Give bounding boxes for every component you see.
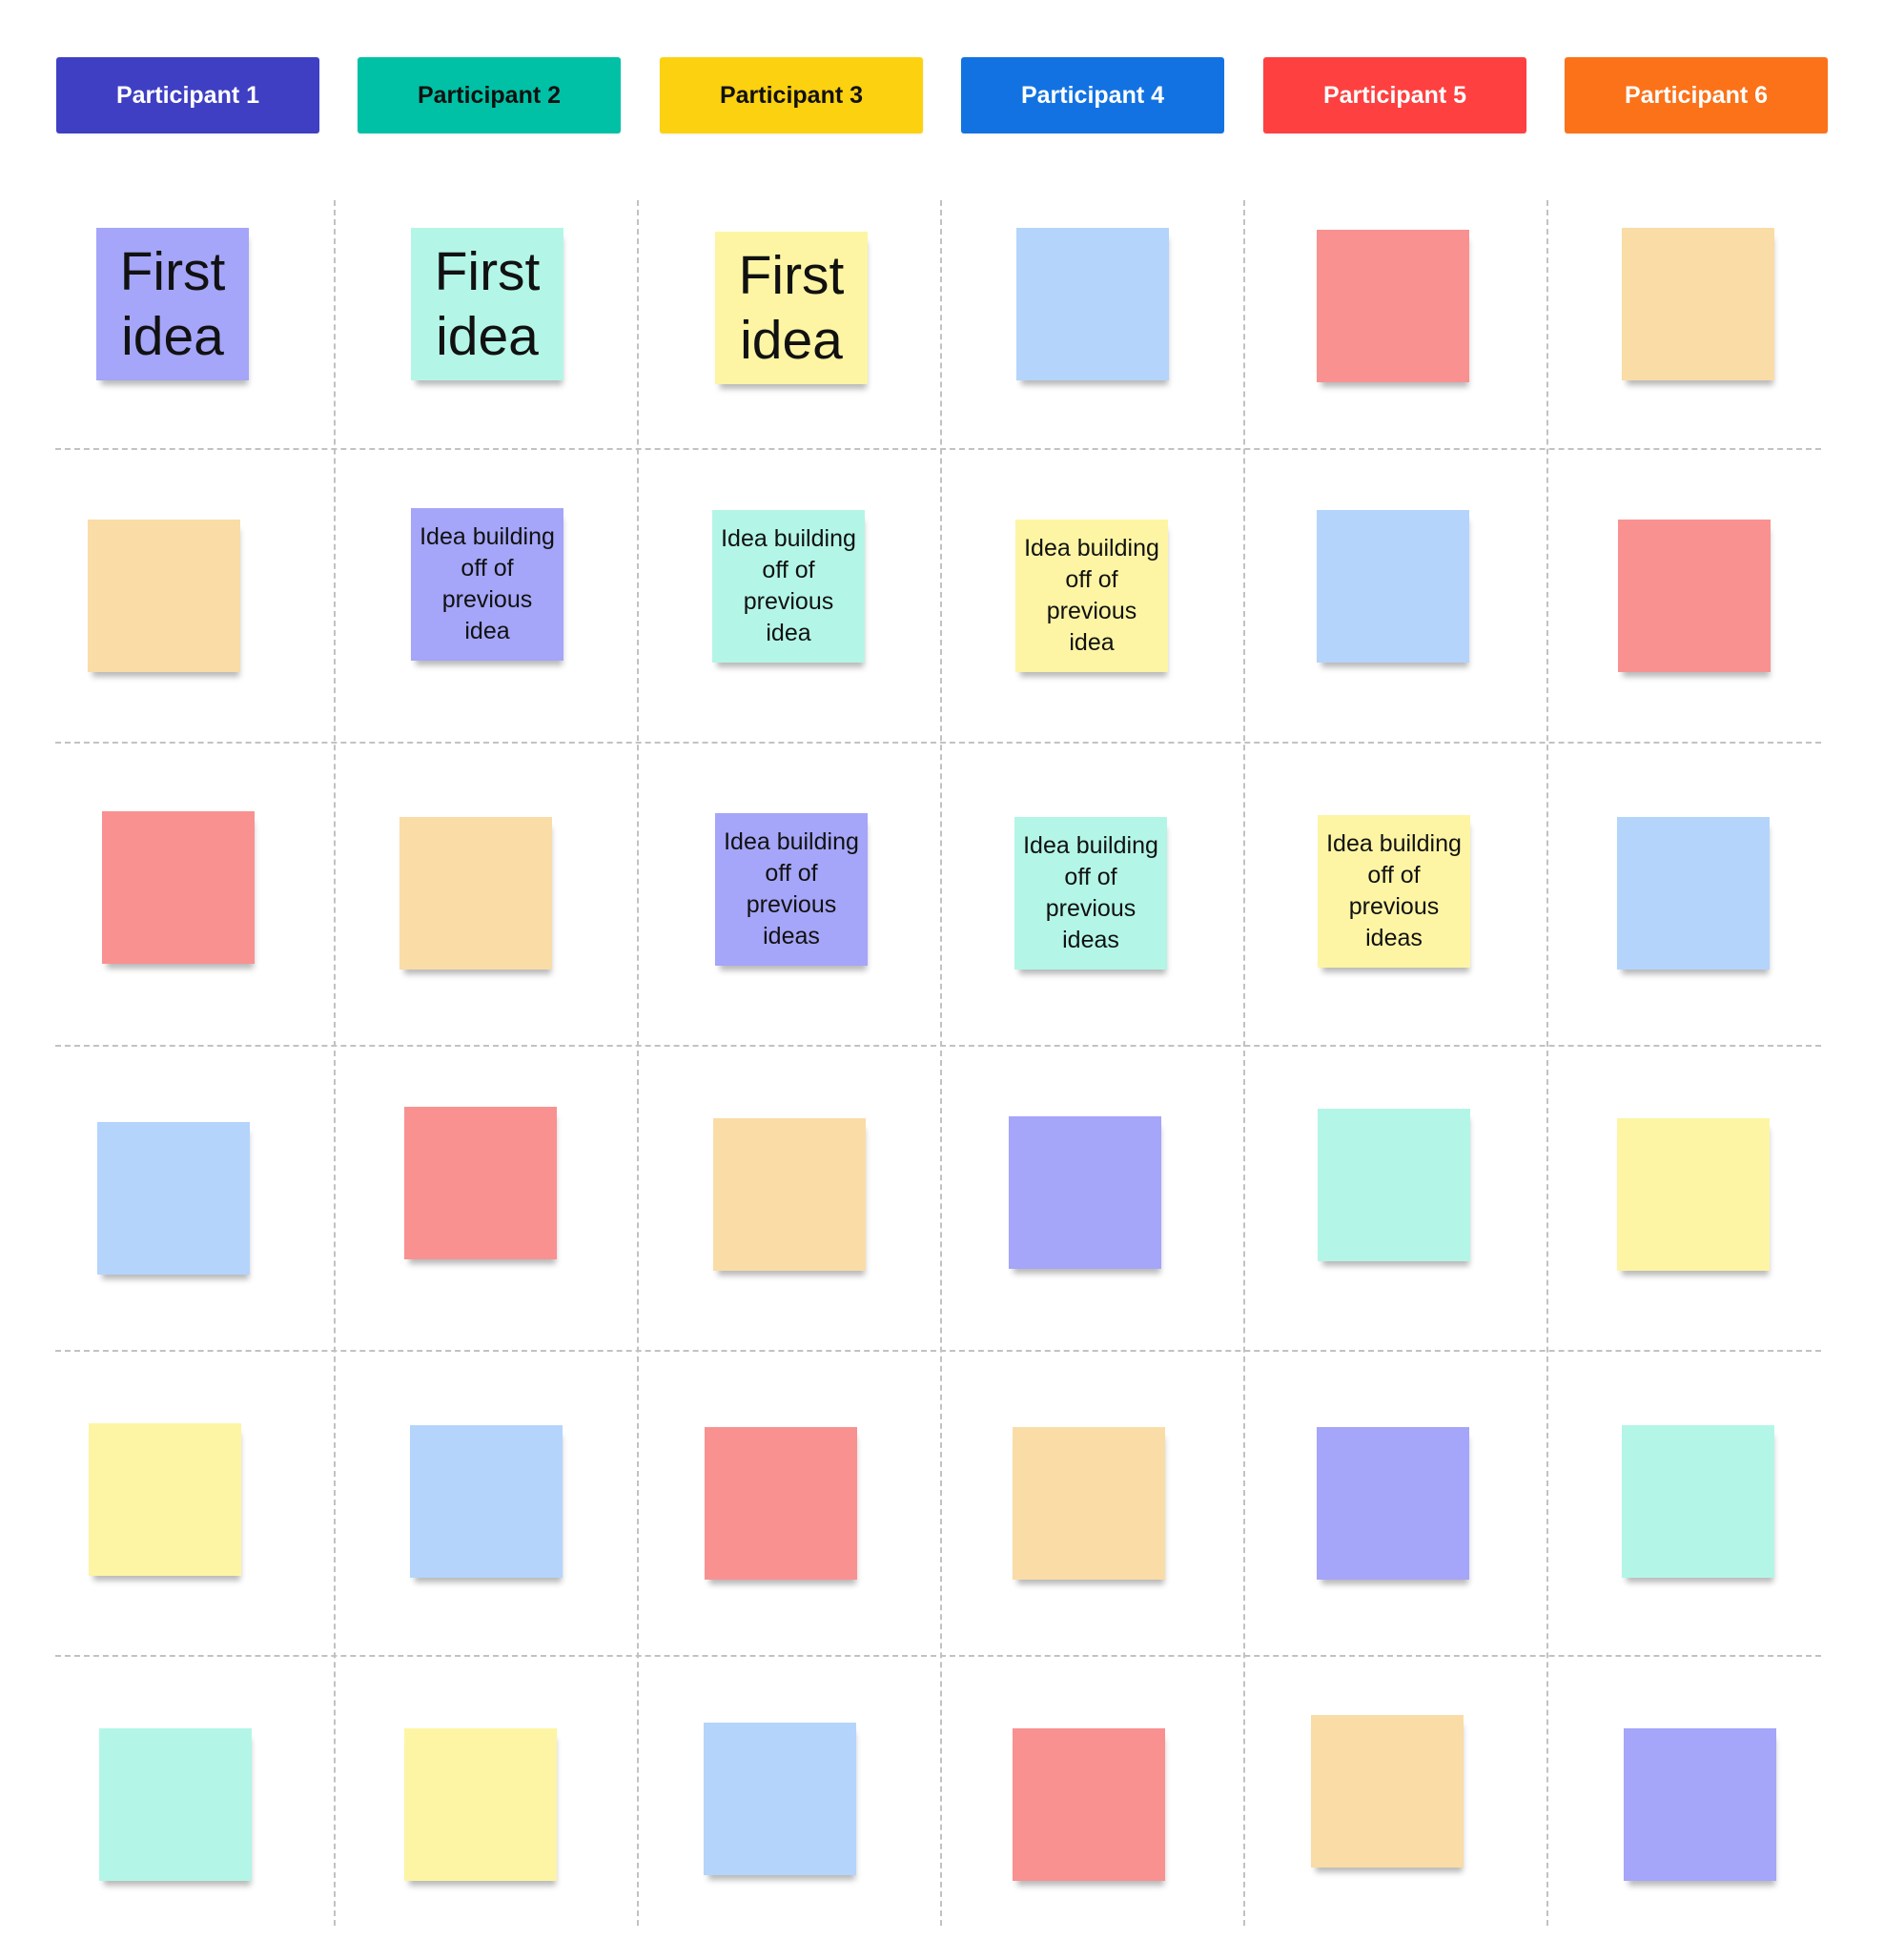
sticky-note[interactable] [1622, 1425, 1774, 1578]
sticky-note[interactable] [404, 1728, 557, 1881]
sticky-note[interactable] [1311, 1715, 1464, 1868]
sticky-note[interactable] [1617, 817, 1770, 970]
participant-header-1[interactable]: Participant 1 [56, 57, 319, 133]
sticky-note[interactable] [713, 1118, 866, 1271]
sticky-note[interactable] [1013, 1728, 1165, 1881]
sticky-note[interactable] [1624, 1728, 1776, 1881]
row-divider [55, 742, 1821, 744]
sticky-note[interactable]: Idea building off of previous idea [1015, 520, 1168, 672]
sticky-note[interactable] [1318, 1109, 1470, 1261]
participant-header-3[interactable]: Participant 3 [660, 57, 923, 133]
row-divider [55, 1350, 1821, 1352]
sticky-note-text: First idea [738, 245, 845, 371]
sticky-note[interactable] [399, 817, 552, 970]
column-divider [637, 200, 639, 1926]
sticky-note[interactable] [1317, 1427, 1469, 1580]
column-divider [940, 200, 942, 1926]
sticky-note[interactable] [410, 1425, 563, 1578]
sticky-note[interactable]: First idea [715, 232, 868, 384]
sticky-note[interactable] [1317, 230, 1469, 382]
sticky-note[interactable] [704, 1723, 856, 1875]
sticky-note[interactable] [1013, 1427, 1165, 1580]
sticky-note[interactable]: Idea building off of previous ideas [1014, 817, 1167, 970]
participant-header-4[interactable]: Participant 4 [961, 57, 1224, 133]
participant-header-2[interactable]: Participant 2 [358, 57, 621, 133]
sticky-note[interactable]: First idea [96, 228, 249, 380]
sticky-note-text: Idea building off of previous idea [1024, 535, 1159, 656]
sticky-note[interactable] [1618, 520, 1771, 672]
row-divider [55, 448, 1821, 450]
sticky-note-text: Idea building off of previous ideas [1326, 830, 1462, 951]
sticky-note[interactable] [1622, 228, 1774, 380]
sticky-note[interactable] [88, 520, 240, 672]
column-divider [1243, 200, 1245, 1926]
participant-label: Participant 2 [417, 81, 562, 109]
sticky-note[interactable] [1009, 1116, 1161, 1269]
sticky-note[interactable] [404, 1107, 557, 1259]
participant-header-6[interactable]: Participant 6 [1565, 57, 1828, 133]
sticky-note-text: Idea building off of previous ideas [724, 828, 859, 949]
sticky-note[interactable]: Idea building off of previous ideas [715, 813, 868, 966]
row-divider [55, 1655, 1821, 1657]
sticky-note[interactable] [1617, 1118, 1770, 1271]
sticky-note-text: Idea building off of previous idea [420, 523, 555, 644]
sticky-note-text: First idea [119, 241, 226, 367]
column-divider [1546, 200, 1548, 1926]
participant-header-5[interactable]: Participant 5 [1263, 57, 1526, 133]
sticky-note[interactable] [1317, 510, 1469, 663]
participant-label: Participant 4 [1020, 81, 1165, 109]
sticky-note[interactable] [89, 1423, 241, 1576]
sticky-note[interactable]: First idea [411, 228, 563, 380]
participant-label: Participant 5 [1322, 81, 1467, 109]
sticky-note[interactable]: Idea building off of previous ideas [1318, 815, 1470, 968]
sticky-note[interactable] [102, 811, 255, 964]
participant-label: Participant 3 [719, 81, 864, 109]
column-divider [334, 200, 336, 1926]
sticky-note-text: Idea building off of previous idea [721, 525, 856, 646]
sticky-note[interactable] [1016, 228, 1169, 380]
row-divider [55, 1045, 1821, 1047]
sticky-note[interactable] [99, 1728, 252, 1881]
sticky-note[interactable]: Idea building off of previous idea [411, 508, 563, 661]
sticky-note[interactable]: Idea building off of previous idea [712, 510, 865, 663]
participant-label: Participant 6 [1624, 81, 1769, 109]
sticky-note[interactable] [705, 1427, 857, 1580]
sticky-note-text: First idea [434, 241, 541, 367]
sticky-note-text: Idea building off of previous ideas [1023, 832, 1158, 953]
participant-label: Participant 1 [115, 81, 260, 109]
sticky-note[interactable] [97, 1122, 250, 1275]
